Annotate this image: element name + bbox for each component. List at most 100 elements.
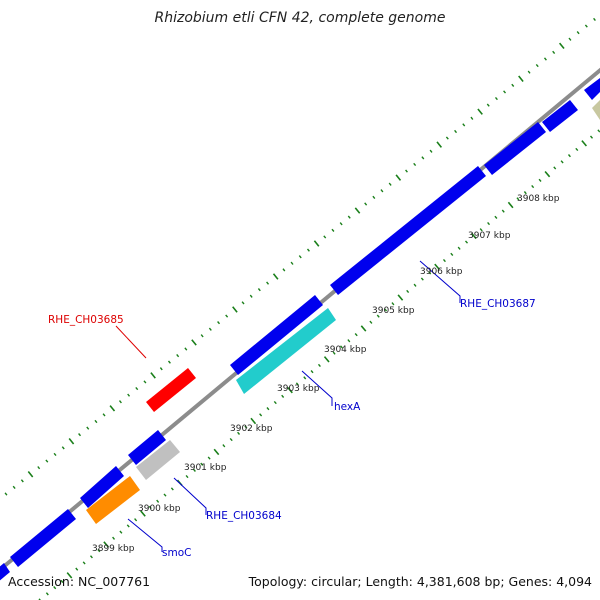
gene-label-hexa[interactable]: hexA: [334, 401, 361, 413]
gene-arrow-smoc[interactable]: [86, 476, 140, 524]
gene-arrow[interactable]: [128, 430, 166, 465]
tick-mark: [241, 301, 245, 305]
tick-mark: [61, 446, 65, 450]
gene-label-smoc[interactable]: smoC: [162, 547, 191, 559]
tick-mark: [12, 485, 16, 490]
tick-mark: [369, 320, 373, 324]
tick-mark: [150, 372, 156, 379]
tick-mark: [538, 178, 542, 182]
tick-mark: [192, 468, 196, 472]
tick-mark: [323, 356, 330, 363]
gene-label-rhe-ch03685[interactable]: RHE_CH03685: [48, 314, 124, 326]
tick-mark: [405, 169, 408, 173]
tick-mark: [229, 437, 233, 442]
tick-mark: [250, 417, 257, 425]
tick-mark: [523, 191, 527, 195]
tick-mark: [94, 419, 98, 424]
tick-mark: [200, 334, 204, 338]
scale-label: 3904 kbp: [324, 345, 367, 355]
tick-mark: [413, 162, 417, 167]
tick-mark: [208, 327, 212, 331]
tick-mark: [558, 42, 565, 50]
tick-mark: [384, 308, 388, 312]
tick-mark: [421, 156, 425, 160]
tick-mark: [27, 471, 34, 478]
tick-mark: [543, 57, 547, 61]
tick-mark: [38, 598, 41, 600]
gene-arrow[interactable]: [330, 166, 486, 295]
tick-mark: [450, 252, 454, 256]
tick-mark: [266, 407, 270, 411]
tick-mark: [428, 271, 432, 275]
tick-mark: [207, 456, 211, 460]
tick-mark: [148, 505, 152, 510]
scale-label: 3905 kbp: [372, 306, 415, 316]
tick-mark: [331, 228, 335, 232]
tick-mark: [575, 147, 579, 152]
tick-mark: [395, 174, 402, 181]
tick-mark: [429, 149, 433, 153]
tick-mark: [589, 135, 594, 139]
tick-mark: [406, 289, 410, 294]
gene-arrow[interactable]: [80, 466, 124, 508]
tick-mark: [568, 37, 572, 41]
scale-label: 3901 kbp: [184, 463, 227, 473]
scale-label: 3908 kbp: [517, 194, 560, 204]
gene-label-rhe-ch03687[interactable]: RHE_CH03687: [460, 298, 536, 310]
tick-mark: [531, 184, 535, 189]
tick-mark: [317, 363, 321, 368]
tick-mark: [494, 215, 498, 219]
gene-arrow-partial[interactable]: [592, 100, 600, 120]
tick-mark: [360, 325, 367, 332]
tick-mark: [486, 103, 490, 107]
gene-arrow-rhe-ch03685[interactable]: [146, 368, 196, 412]
tick-mark: [222, 444, 226, 448]
tick-mark: [372, 195, 376, 200]
scale-label: 3900 kbp: [138, 504, 181, 514]
gene-arrow-rhe-ch03684[interactable]: [136, 440, 180, 480]
gene-arrow[interactable]: [230, 295, 323, 375]
tick-mark: [479, 228, 483, 232]
tick-mark: [225, 314, 229, 318]
tick-mark: [156, 499, 160, 503]
tick-mark: [282, 268, 286, 272]
tick-mark: [347, 339, 351, 343]
tick-mark: [576, 31, 580, 35]
gene-arrow-hexa[interactable]: [236, 308, 336, 394]
gene-arrow[interactable]: [542, 100, 578, 132]
gene-arrow[interactable]: [10, 509, 76, 567]
scale-label: 3903 kbp: [277, 384, 320, 394]
tick-mark: [487, 221, 491, 226]
tick-mark: [503, 90, 507, 94]
tick-mark: [420, 277, 424, 281]
tick-mark: [434, 263, 440, 270]
gene-arrow[interactable]: [584, 78, 600, 100]
tick-mark: [323, 235, 327, 239]
tick-mark: [413, 283, 417, 287]
tick-mark: [287, 386, 293, 394]
tick-mark: [45, 592, 49, 596]
tick-mark: [97, 549, 101, 553]
tick-mark: [68, 438, 75, 445]
tick-mark: [584, 24, 588, 28]
tick-mark: [266, 281, 270, 285]
tick-mark: [457, 246, 461, 250]
gene-arrow[interactable]: [0, 563, 10, 582]
gene-arrow[interactable]: [484, 122, 546, 175]
tick-mark: [213, 448, 220, 456]
tick-mark: [535, 63, 539, 68]
tick-mark: [37, 466, 41, 470]
tick-mark: [501, 209, 505, 213]
gene-label-rhe-ch03684[interactable]: RHE_CH03684: [206, 510, 282, 522]
tick-mark: [516, 197, 520, 201]
tick-mark: [140, 510, 146, 517]
tick-mark: [112, 536, 116, 540]
tick-mark: [170, 487, 174, 491]
tick-mark: [397, 294, 404, 301]
tick-mark: [436, 141, 443, 148]
tick-mark: [102, 413, 106, 417]
tick-mark: [470, 232, 477, 240]
tick-mark: [567, 154, 571, 158]
tick-mark: [376, 314, 380, 318]
tick-mark: [290, 261, 294, 265]
